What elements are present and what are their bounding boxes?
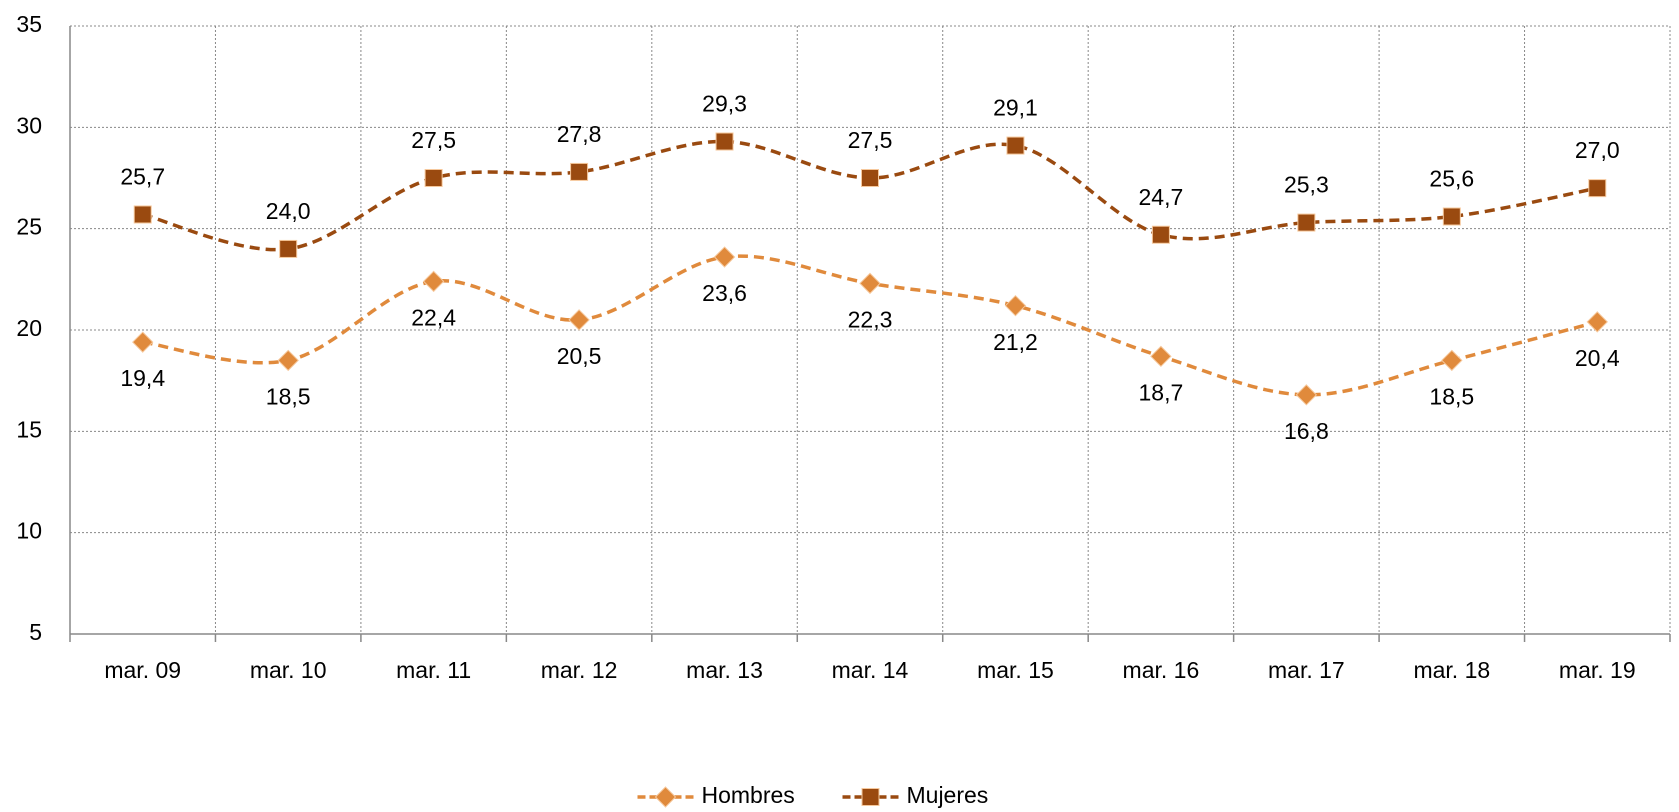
data-point [279, 239, 298, 258]
y-tick-label: 25 [16, 214, 42, 240]
y-tick-label: 35 [16, 11, 42, 37]
data-point [1004, 294, 1027, 317]
data-label: 21,2 [993, 329, 1038, 355]
data-label: 16,8 [1284, 418, 1329, 444]
legend-marker [861, 788, 880, 806]
data-label: 23,6 [702, 280, 747, 306]
y-tick-label: 15 [16, 416, 42, 442]
legend-label: Mujeres [907, 782, 989, 808]
data-point [1588, 179, 1607, 198]
data-label: 29,3 [702, 91, 747, 117]
data-label: 27,5 [848, 127, 893, 153]
data-label: 18,5 [266, 383, 311, 409]
x-tick-label: mar. 19 [1559, 657, 1636, 683]
y-tick-label: 20 [16, 315, 42, 341]
data-label: 22,3 [848, 306, 893, 332]
data-point [1442, 207, 1461, 226]
data-label: 24,0 [266, 198, 311, 224]
data-point [1295, 384, 1318, 406]
data-point [424, 169, 443, 187]
data-point [570, 162, 589, 181]
data-point [715, 132, 734, 151]
legend-marker [654, 786, 677, 808]
x-tick-label: mar. 09 [104, 657, 181, 683]
x-tick-label: mar. 15 [977, 657, 1054, 683]
data-point [133, 205, 152, 224]
data-point [713, 246, 736, 268]
data-label: 24,7 [1139, 184, 1184, 210]
legend-label: Hombres [702, 782, 795, 808]
data-label: 18,7 [1139, 379, 1184, 405]
data-label: 18,5 [1429, 383, 1474, 409]
data-label: 22,4 [411, 304, 456, 330]
data-point [1150, 345, 1172, 368]
data-label: 27,5 [411, 127, 456, 153]
data-label: 27,0 [1575, 137, 1620, 163]
y-tick-label: 30 [16, 112, 42, 138]
data-label: 25,3 [1284, 172, 1329, 198]
data-point [861, 169, 879, 187]
data-label: 25,6 [1429, 166, 1474, 192]
x-tick-label: mar. 18 [1413, 657, 1490, 683]
y-tick-label: 10 [16, 518, 42, 544]
x-tick-label: mar. 17 [1268, 657, 1345, 683]
data-point [422, 270, 445, 293]
data-point [568, 309, 590, 331]
x-tick-label: mar. 12 [541, 657, 618, 683]
data-label: 25,7 [120, 164, 165, 190]
data-point [1006, 136, 1025, 155]
x-tick-label: mar. 14 [832, 657, 909, 683]
data-point [132, 331, 154, 353]
data-label: 29,1 [993, 95, 1038, 121]
y-tick-label: 5 [29, 619, 42, 645]
x-tick-label: mar. 16 [1123, 657, 1200, 683]
data-label: 20,4 [1575, 345, 1620, 371]
data-label: 20,5 [557, 343, 602, 369]
data-label: 27,8 [557, 121, 602, 147]
x-tick-label: mar. 11 [396, 657, 471, 683]
data-point [277, 349, 299, 372]
data-point [1151, 225, 1170, 244]
x-tick-label: mar. 10 [250, 657, 327, 683]
data-label: 19,4 [120, 365, 165, 391]
data-point [859, 272, 881, 295]
data-point [1586, 311, 1608, 333]
data-point [1441, 349, 1463, 372]
x-tick-label: mar. 13 [686, 657, 763, 683]
data-point [1297, 213, 1316, 232]
